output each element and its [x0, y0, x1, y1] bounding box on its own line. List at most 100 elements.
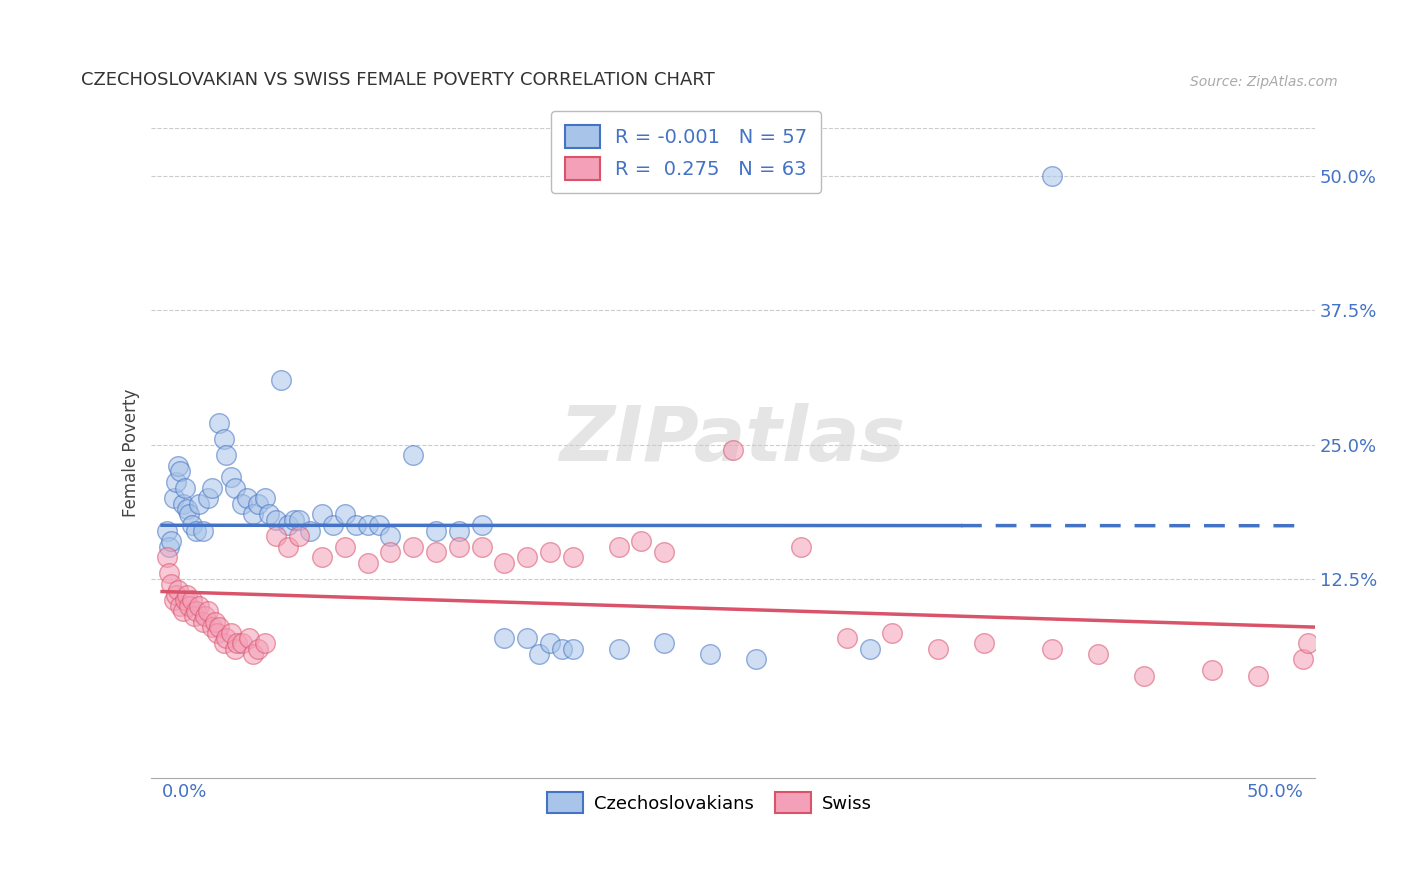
Point	[356, 518, 378, 533]
Point	[157, 540, 180, 554]
Text: 0.0%: 0.0%	[162, 783, 208, 801]
Point	[215, 448, 238, 462]
Point	[162, 491, 184, 506]
Point	[447, 540, 470, 554]
Point	[167, 582, 190, 597]
Point	[160, 577, 183, 591]
Point	[402, 448, 425, 462]
Point	[356, 556, 378, 570]
Point	[212, 636, 235, 650]
Point	[973, 636, 995, 650]
Point	[1040, 169, 1063, 183]
Point	[322, 518, 344, 533]
Point	[607, 540, 630, 554]
Point	[162, 593, 184, 607]
Point	[165, 475, 187, 490]
Point	[259, 508, 281, 522]
Point	[197, 604, 219, 618]
Point	[231, 636, 253, 650]
Point	[859, 641, 882, 656]
Point	[835, 631, 858, 645]
Point	[561, 641, 583, 656]
Point	[699, 647, 721, 661]
Point	[186, 524, 208, 538]
Point	[288, 513, 311, 527]
Point	[226, 636, 249, 650]
Point	[538, 636, 561, 650]
Point	[333, 540, 356, 554]
Point	[607, 641, 630, 656]
Point	[193, 615, 215, 629]
Point	[160, 534, 183, 549]
Point	[652, 545, 675, 559]
Point	[224, 641, 246, 656]
Point	[156, 550, 179, 565]
Point	[927, 641, 949, 656]
Point	[167, 459, 190, 474]
Point	[527, 647, 550, 661]
Point	[299, 524, 322, 538]
Point	[630, 534, 652, 549]
Point	[176, 588, 198, 602]
Point	[652, 636, 675, 650]
Point	[1201, 663, 1223, 677]
Text: Source: ZipAtlas.com: Source: ZipAtlas.com	[1191, 75, 1339, 88]
Point	[1040, 641, 1063, 656]
Point	[253, 491, 276, 506]
Point	[538, 545, 561, 559]
Point	[183, 609, 205, 624]
Point	[231, 497, 253, 511]
Point	[165, 588, 187, 602]
Point	[277, 540, 299, 554]
Point	[235, 491, 257, 506]
Point	[242, 647, 264, 661]
Point	[174, 593, 197, 607]
Point	[1292, 652, 1315, 666]
Point	[242, 508, 264, 522]
Point	[288, 529, 311, 543]
Point	[169, 465, 191, 479]
Point	[402, 540, 425, 554]
Point	[561, 550, 583, 565]
Point	[215, 631, 238, 645]
Point	[172, 604, 194, 618]
Point	[270, 373, 292, 387]
Point	[180, 593, 202, 607]
Point	[246, 497, 269, 511]
Point	[471, 518, 494, 533]
Point	[380, 529, 402, 543]
Point	[180, 518, 202, 533]
Point	[208, 620, 231, 634]
Point	[721, 442, 744, 457]
Point	[790, 540, 813, 554]
Text: CZECHOSLOVAKIAN VS SWISS FEMALE POVERTY CORRELATION CHART: CZECHOSLOVAKIAN VS SWISS FEMALE POVERTY …	[80, 70, 714, 88]
Point	[1246, 668, 1268, 682]
Point	[494, 556, 516, 570]
Point	[208, 416, 231, 430]
Point	[174, 481, 197, 495]
Point	[447, 524, 470, 538]
Point	[219, 470, 242, 484]
Point	[238, 631, 260, 645]
Point	[516, 631, 538, 645]
Point	[187, 497, 209, 511]
Point	[224, 481, 246, 495]
Point	[333, 508, 356, 522]
Point	[179, 599, 201, 613]
Point	[277, 518, 299, 533]
Point	[219, 625, 242, 640]
Point	[246, 641, 269, 656]
Point	[172, 497, 194, 511]
Y-axis label: Female Poverty: Female Poverty	[121, 388, 139, 516]
Point	[550, 641, 572, 656]
Point	[380, 545, 402, 559]
Point	[204, 615, 226, 629]
Point	[264, 529, 287, 543]
Point	[425, 524, 447, 538]
Text: ZIPatlas: ZIPatlas	[560, 402, 905, 476]
Point	[157, 566, 180, 581]
Point	[201, 620, 224, 634]
Point	[882, 625, 904, 640]
Point	[368, 518, 391, 533]
Point	[156, 524, 179, 538]
